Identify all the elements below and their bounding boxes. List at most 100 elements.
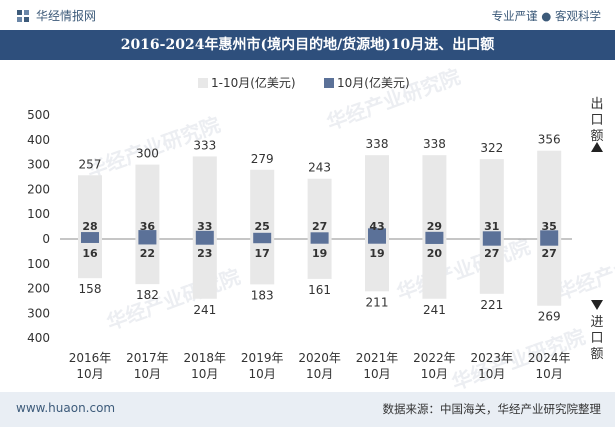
y-tick-label: 300 [27, 306, 50, 320]
x-tick-label-line: 10月 [536, 367, 563, 381]
data-label-cumulative-import: 161 [308, 283, 331, 297]
data-label-month-export: 29 [427, 220, 442, 233]
legend-swatch-cumulative [198, 78, 208, 88]
x-tick-label-line: 2021年 [356, 351, 399, 365]
data-label-month-export: 35 [542, 220, 557, 233]
x-tick-label-line: 2024年 [528, 351, 571, 365]
y-tick-label: 400 [27, 133, 50, 147]
data-label-month-export: 31 [484, 220, 499, 233]
x-tick-label: 2022年 10月 [413, 351, 456, 381]
data-label-month-export: 27 [312, 220, 327, 233]
bar-cumulative-import [78, 239, 102, 279]
bar-cumulative-import [307, 239, 332, 279]
x-tick-label-line: 2016年 [69, 351, 112, 365]
watermark-text: 华经产业研究院 [554, 234, 615, 304]
data-label-cumulative-import: 182 [136, 288, 159, 302]
data-label-cumulative-import: 183 [251, 288, 274, 302]
data-label-cumulative-import: 211 [366, 295, 389, 309]
y-tick-label: 100 [27, 207, 50, 221]
legend-label-cumulative: 1-10月(亿美元) [211, 75, 296, 90]
y-tick-label: 100 [27, 257, 50, 271]
x-tick-label: 2024年 10月 [528, 351, 571, 381]
bar-cumulative-import [422, 239, 447, 299]
bar-month-export [195, 230, 214, 239]
bar-month-export [540, 230, 559, 239]
y-tick-label: 300 [27, 158, 50, 172]
x-tick-label-line: 2022年 [413, 351, 456, 365]
bar-cumulative-export [78, 175, 102, 239]
x-tick-label-line: 10月 [249, 367, 276, 381]
bar-month-export [253, 232, 272, 239]
bar-month-import [482, 239, 501, 246]
bar-cumulative-export [365, 155, 389, 239]
data-label-cumulative-export: 300 [136, 147, 159, 161]
x-tick-label-line: 2019年 [241, 351, 284, 365]
brand[interactable]: 华经情报网 [16, 7, 96, 24]
data-label-month-export: 28 [82, 220, 97, 233]
x-tick-label-line: 10月 [421, 367, 448, 381]
bar-month-import [253, 239, 272, 244]
bar-month-export [138, 230, 157, 239]
bar-month-import [138, 239, 157, 245]
bar-month-import [368, 239, 386, 244]
data-label-cumulative-export: 257 [79, 157, 102, 171]
legend-swatch-month [324, 78, 334, 88]
data-label-month-import: 22 [140, 247, 155, 260]
data-label-month-import: 27 [542, 247, 557, 260]
bar-month-import [81, 239, 99, 243]
x-tick-label-line: 2020年 [298, 351, 341, 365]
right-label-export: 额 [590, 129, 603, 144]
bar-month-export [425, 231, 444, 239]
title-bar [0, 30, 615, 60]
bar-cumulative-export [307, 178, 332, 239]
data-label-month-import: 19 [369, 247, 384, 260]
y-tick-label: 500 [27, 108, 50, 122]
x-tick-label-line: 2023年 [471, 351, 514, 365]
bar-cumulative-import [537, 239, 562, 306]
chart: 华经产业研究院华经产业研究院华经产业研究院华经产业研究院华经产业研究院华经产业研… [27, 64, 615, 392]
data-label-month-import: 19 [312, 247, 327, 260]
y-tick-label: 200 [27, 182, 50, 196]
data-label-month-import: 17 [255, 247, 270, 260]
data-label-cumulative-export: 243 [308, 161, 331, 175]
bar-cumulative-export [135, 164, 160, 239]
data-label-month-import: 16 [82, 247, 98, 260]
bar-month-export [310, 232, 329, 239]
x-tick-label: 2021年 10月 [356, 351, 399, 381]
x-tick-label-line: 10月 [134, 367, 161, 381]
slogan: 专业严谨 ● 客观科学 [491, 9, 601, 23]
right-label-import: 进 [590, 315, 603, 330]
x-tick-label-line: 2017年 [126, 351, 169, 365]
x-tick-label-line: 10月 [363, 367, 390, 381]
data-label-month-import: 27 [484, 247, 499, 260]
data-label-cumulative-import: 221 [480, 298, 503, 312]
data-label-cumulative-export: 356 [538, 133, 561, 147]
watermark-text: 华经产业研究院 [394, 234, 534, 304]
x-tick-label-line: 2018年 [184, 351, 227, 365]
bar-cumulative-export [192, 156, 217, 239]
bar-month-export [368, 228, 386, 239]
data-label-cumulative-export: 338 [423, 137, 446, 151]
huajing-logo-icon [17, 9, 29, 22]
data-label-cumulative-export: 279 [251, 152, 274, 166]
data-label-month-export: 33 [197, 220, 212, 233]
bar-month-import [195, 239, 214, 245]
data-label-month-export: 43 [369, 220, 384, 233]
x-tick-label-line: 10月 [306, 367, 333, 381]
data-label-month-import: 20 [427, 247, 443, 260]
data-label-cumulative-export: 338 [366, 137, 389, 151]
brand-name: 华经情报网 [36, 9, 97, 23]
export-up-triangle-icon [591, 142, 603, 152]
website-link[interactable]: www.huaon.com [16, 401, 116, 415]
bar-cumulative-import [250, 239, 275, 285]
data-label-cumulative-export: 333 [193, 138, 216, 152]
data-label-cumulative-import: 158 [79, 282, 102, 296]
bar-month-import [310, 239, 329, 244]
data-label-cumulative-import: 269 [538, 310, 561, 324]
data-label-cumulative-export: 322 [480, 141, 503, 155]
x-tick-label: 2016年 10月 [69, 351, 112, 381]
y-tick-label: 400 [27, 331, 50, 345]
data-label-month-export: 25 [255, 220, 270, 233]
x-tick-label-line: 10月 [478, 367, 505, 381]
footer-bar [0, 392, 615, 427]
